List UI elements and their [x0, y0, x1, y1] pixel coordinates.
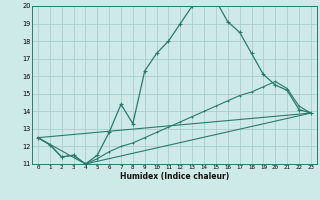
- X-axis label: Humidex (Indice chaleur): Humidex (Indice chaleur): [120, 172, 229, 181]
